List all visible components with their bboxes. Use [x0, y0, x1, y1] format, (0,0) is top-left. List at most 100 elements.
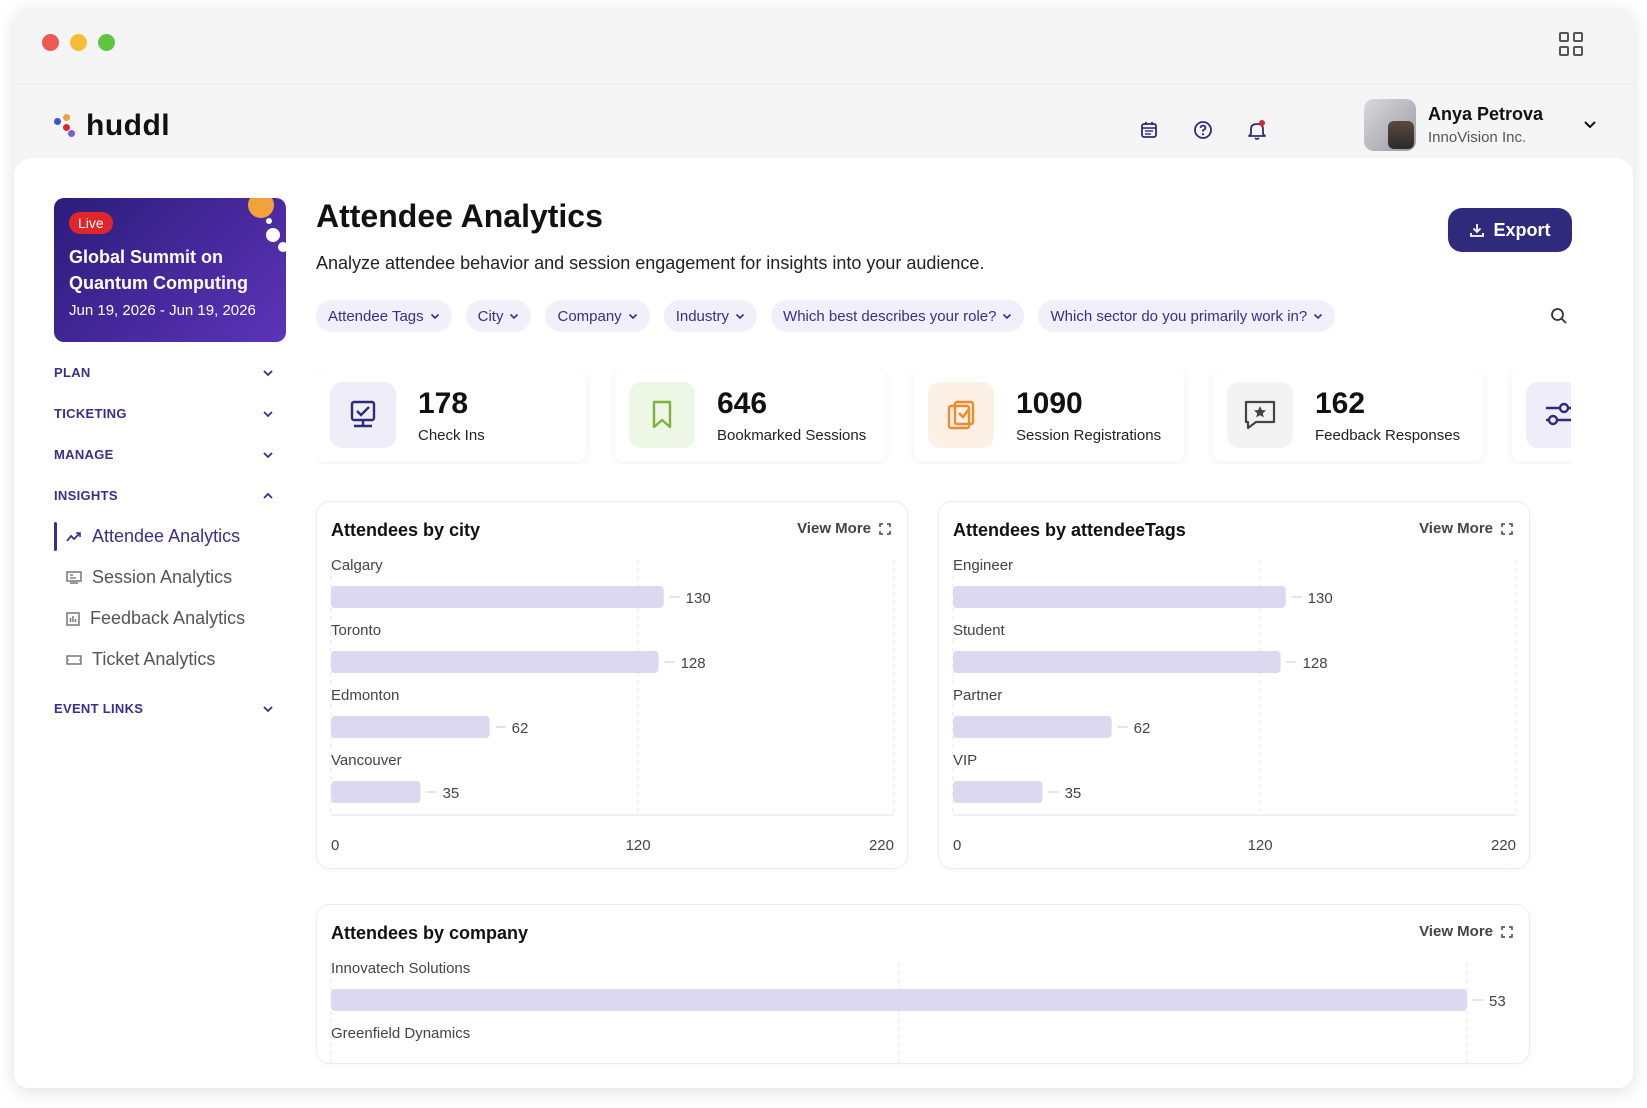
nav-section-manage[interactable]: MANAGE: [54, 434, 274, 475]
user-menu[interactable]: Anya Petrova InnoVision Inc.: [1364, 99, 1597, 151]
nav-section-insights[interactable]: INSIGHTS: [54, 475, 274, 516]
filter-label: Which best describes your role?: [783, 307, 997, 325]
ticket-icon: [66, 654, 82, 665]
chart-city: Calgary 130 Toronto 128 Edmonton 62 Vancouver 3…: [330, 557, 895, 854]
chevron-down-icon: [263, 369, 273, 376]
event-dates: Jun 19, 2026 - Jun 19, 2026: [69, 302, 256, 319]
search-icon[interactable]: [1550, 307, 1568, 325]
bar[interactable]: [331, 651, 659, 673]
stat-card-check-ins[interactable]: 178 Check Ins: [316, 368, 586, 462]
stat-value: 646: [717, 386, 768, 420]
sidebar-item-attendee-analytics[interactable]: Attendee Analytics: [54, 516, 284, 557]
chart-panel-city: Attendees by city View More Calgary 130 To…: [316, 501, 908, 869]
bar[interactable]: [331, 716, 490, 738]
chevron-down-icon: [263, 705, 273, 712]
decorative-dot: [278, 242, 286, 252]
category-label: VIP: [953, 752, 977, 769]
stat-card-feedback-responses[interactable]: 162 Feedback Responses: [1213, 368, 1483, 462]
chart-company: Innovatech Solutions 53 Greenfield Dynamic…: [330, 960, 1506, 1065]
sidebar-item-feedback-analytics[interactable]: Feedback Analytics: [54, 598, 284, 639]
user-name: Anya Petrova: [1428, 104, 1544, 124]
star-message-icon: [1227, 382, 1293, 448]
category-label: Greenfield Dynamics: [331, 1025, 470, 1042]
huddl-logo[interactable]: huddl: [54, 109, 170, 143]
decorative-dot: [266, 228, 280, 242]
value-label: 62: [1134, 720, 1151, 737]
stat-value: 178: [418, 386, 469, 420]
filter-label: Industry: [675, 307, 730, 325]
sidebar-item-session-analytics[interactable]: Session Analytics: [54, 557, 284, 598]
minimize-window-button[interactable]: [70, 34, 87, 51]
title-bar: [14, 8, 1633, 84]
bookmark-icon: [629, 382, 695, 448]
calendar-icon[interactable]: [1134, 115, 1164, 145]
chart-panel-company: Attendees by company View More Innovatec…: [316, 904, 1530, 1065]
view-more-label: View More: [797, 520, 871, 537]
bar[interactable]: [953, 586, 1286, 608]
nav-section-event-links[interactable]: EVENT LINKS: [54, 688, 274, 729]
chevron-down-icon[interactable]: [1583, 120, 1597, 130]
bar[interactable]: [331, 989, 1467, 1011]
tick-label: 220: [869, 837, 894, 854]
view-more-label: View More: [1419, 520, 1493, 537]
stat-label: Feedback Responses: [1315, 426, 1461, 444]
expand-icon: [1501, 925, 1513, 938]
tick-label: 120: [1248, 837, 1273, 854]
sidebar-item-label: Feedback Analytics: [90, 608, 246, 628]
category-label: Engineer: [953, 557, 1013, 574]
sidebar-item-label: Session Analytics: [92, 567, 233, 587]
user-avatar: [1364, 99, 1416, 151]
bar[interactable]: [331, 586, 664, 608]
page-title: Attendee Analytics: [316, 198, 603, 234]
value-label: 53: [1489, 993, 1506, 1010]
filter-attendee-tags[interactable]: Attendee Tags: [316, 300, 452, 332]
sidebar: Live Global Summit on Quantum Computing …: [54, 198, 286, 729]
chart-title: Attendees by attendeeTags: [953, 520, 1186, 540]
category-label: Partner: [953, 687, 1002, 704]
nav-section-label: INSIGHTS: [54, 488, 118, 503]
bell-icon[interactable]: [1242, 115, 1272, 145]
tick-label: 220: [1491, 837, 1516, 854]
view-more-button[interactable]: View More: [1419, 520, 1513, 537]
filter-label: City: [477, 307, 504, 325]
value-label: 130: [1308, 590, 1333, 607]
nav-section-plan[interactable]: PLAN: [54, 352, 274, 393]
stat-card-bookmarked-sessions[interactable]: 646 Bookmarked Sessions: [615, 368, 885, 462]
close-window-button[interactable]: [42, 34, 59, 51]
chevron-down-icon: [1003, 313, 1012, 319]
nav-section-ticketing[interactable]: TICKETING: [54, 393, 274, 434]
category-label: Innovatech Solutions: [331, 960, 470, 977]
filter-role[interactable]: Which best describes your role?: [771, 300, 1025, 332]
app-window: huddl Anya Petrova InnoVision Inc.: [14, 8, 1633, 1088]
app-header: huddl Anya Petrova InnoVision Inc.: [14, 85, 1633, 171]
bar[interactable]: [331, 781, 421, 803]
chevron-up-icon: [263, 492, 273, 499]
export-button[interactable]: Export: [1448, 208, 1572, 252]
view-more-button[interactable]: View More: [797, 520, 891, 537]
decorative-dot: [266, 218, 272, 224]
sidebar-item-ticket-analytics[interactable]: Ticket Analytics: [54, 639, 284, 680]
bar[interactable]: [953, 716, 1112, 738]
sidebar-item-label: Attendee Analytics: [92, 526, 241, 546]
nav-section-label: PLAN: [54, 365, 91, 380]
maximize-window-button[interactable]: [98, 34, 115, 51]
nav-section-label: EVENT LINKS: [54, 701, 144, 716]
help-icon[interactable]: [1188, 115, 1218, 145]
bar[interactable]: [953, 651, 1281, 673]
filter-company[interactable]: Company: [545, 300, 650, 332]
tick-label: 120: [626, 837, 651, 854]
apps-grid-icon[interactable]: [1559, 32, 1583, 56]
clipboard-check-icon: [928, 382, 994, 448]
nav-section-label: TICKETING: [54, 406, 127, 421]
trend-icon: [66, 531, 81, 542]
filter-sector[interactable]: Which sector do you primarily work in?: [1038, 300, 1336, 332]
value-label: 35: [1065, 785, 1082, 802]
filter-city[interactable]: City: [465, 300, 532, 332]
stat-card-session-registrations[interactable]: 1090 Session Registrations: [914, 368, 1184, 462]
filter-industry[interactable]: Industry: [663, 300, 758, 332]
bar[interactable]: [953, 781, 1043, 803]
event-card[interactable]: Live Global Summit on Quantum Computing …: [54, 198, 286, 342]
chevron-down-icon: [510, 313, 519, 319]
stat-card-partial[interactable]: [1512, 368, 1571, 462]
view-more-button[interactable]: View More: [1419, 923, 1513, 940]
